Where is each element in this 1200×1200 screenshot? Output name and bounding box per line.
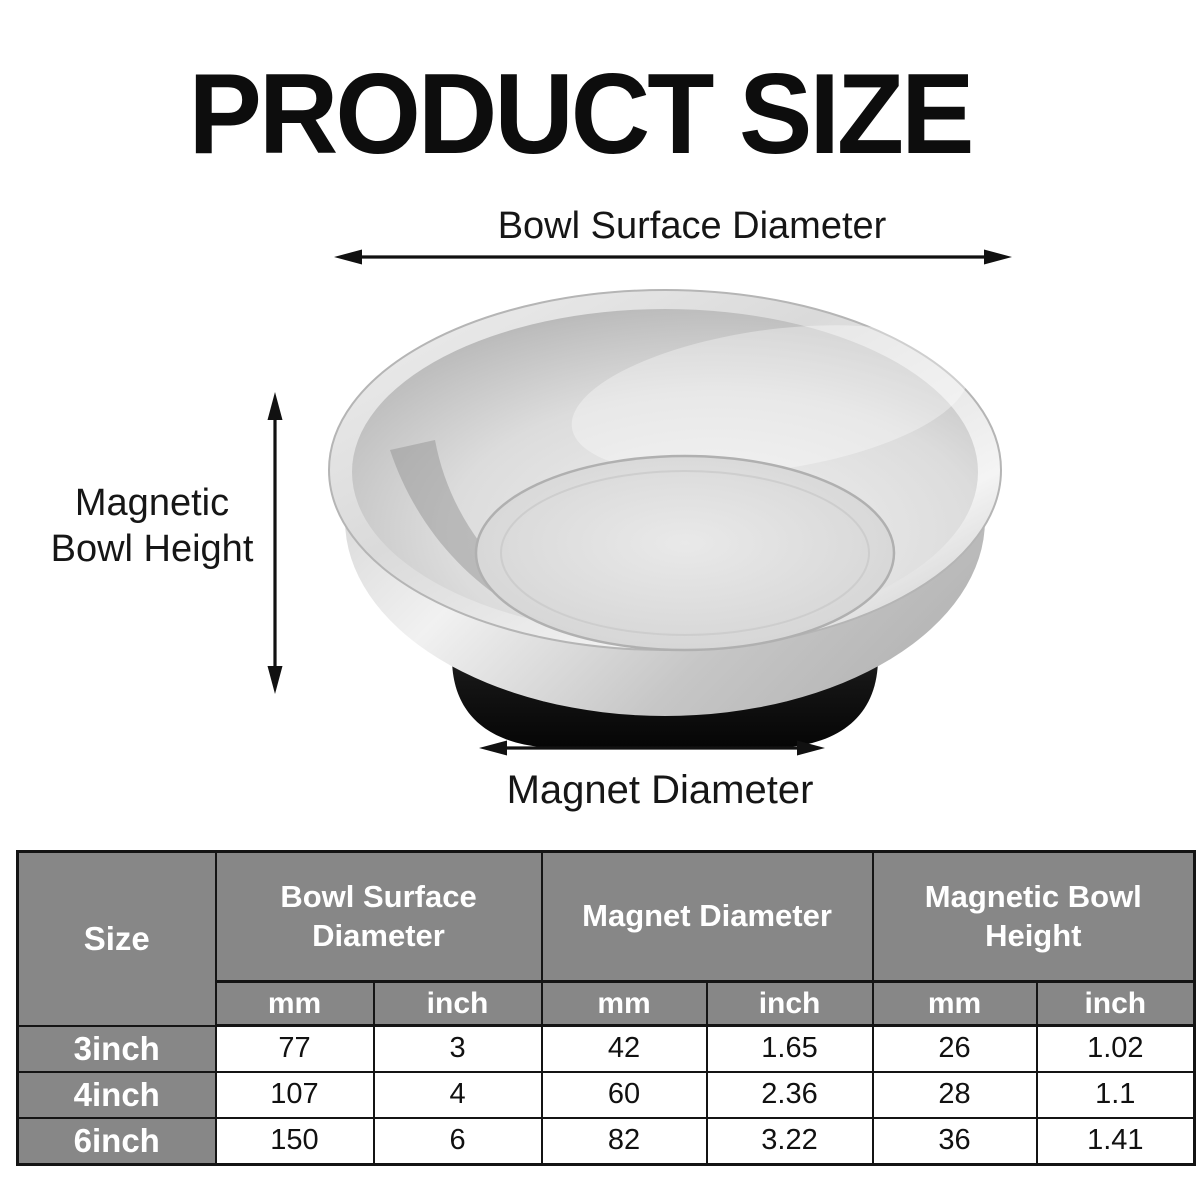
page-title: PRODUCT SIZE bbox=[188, 50, 975, 178]
table-cell: 3.22 bbox=[705, 1116, 874, 1165]
table-cell: 1.65 bbox=[705, 1024, 874, 1073]
row-size-label: 4inch bbox=[16, 1070, 217, 1119]
magnetic-bowl-height-label: Magnetic Bowl Height bbox=[50, 482, 254, 571]
table-cell: 36 bbox=[871, 1116, 1038, 1165]
size-column-header: Size bbox=[16, 850, 217, 1027]
row-size-label: 3inch bbox=[16, 1024, 217, 1073]
table-cell: 2.36 bbox=[705, 1070, 874, 1119]
group-header-magnet-diameter: Magnet Diameter bbox=[540, 850, 874, 983]
table-cell: 60 bbox=[540, 1070, 708, 1119]
table-row-4inch: 4inch 107 4 60 2.36 28 1.1 bbox=[16, 1070, 1196, 1119]
unit-header: mm bbox=[871, 980, 1038, 1027]
group-header-magnetic-bowl-height: Magnetic Bowl Height bbox=[871, 850, 1196, 983]
table-cell: 1.02 bbox=[1035, 1024, 1196, 1073]
magnetic-bowl-photo bbox=[328, 289, 1002, 747]
table-cell: 3 bbox=[372, 1024, 543, 1073]
table-cell: 4 bbox=[372, 1070, 543, 1119]
unit-header: inch bbox=[705, 980, 874, 1027]
size-table: Size Bowl Surface Diameter Magnet Diamet… bbox=[16, 850, 1197, 1166]
table-cell: 1.1 bbox=[1035, 1070, 1196, 1119]
table-cell: 1.41 bbox=[1035, 1116, 1196, 1165]
table-cell: 26 bbox=[871, 1024, 1038, 1073]
table-group-header-row: Size Bowl Surface Diameter Magnet Diamet… bbox=[16, 850, 1196, 1027]
magnetic-bowl-height-arrow-icon bbox=[267, 392, 283, 694]
table-cell: 42 bbox=[540, 1024, 708, 1073]
magnet-diameter-label: Magnet Diameter bbox=[506, 768, 814, 812]
unit-header: inch bbox=[372, 980, 543, 1027]
group-header-bowl-surface-diameter: Bowl Surface Diameter bbox=[214, 850, 543, 983]
bowl-surface-diameter-arrow-icon bbox=[334, 249, 1012, 265]
table-cell: 82 bbox=[540, 1116, 708, 1165]
table-units-row: mm inch mm inch mm inch bbox=[18, 980, 1196, 1027]
unit-header: mm bbox=[214, 980, 375, 1027]
magnet-diameter-arrow-icon bbox=[479, 740, 825, 756]
table-cell: 77 bbox=[214, 1024, 375, 1073]
row-size-label: 6inch bbox=[16, 1116, 217, 1165]
bowl-surface-diameter-label: Bowl Surface Diameter bbox=[497, 205, 887, 247]
table-cell: 28 bbox=[871, 1070, 1038, 1119]
unit-header: mm bbox=[540, 980, 708, 1027]
unit-header: inch bbox=[1035, 980, 1196, 1027]
table-row-6inch: 6inch 150 6 82 3.22 36 1.41 bbox=[16, 1116, 1196, 1165]
table-cell: 107 bbox=[214, 1070, 375, 1119]
table-cell: 6 bbox=[372, 1116, 543, 1165]
table-cell: 150 bbox=[214, 1116, 375, 1165]
table-row-3inch: 3inch 77 3 42 1.65 26 1.02 bbox=[16, 1024, 1196, 1073]
